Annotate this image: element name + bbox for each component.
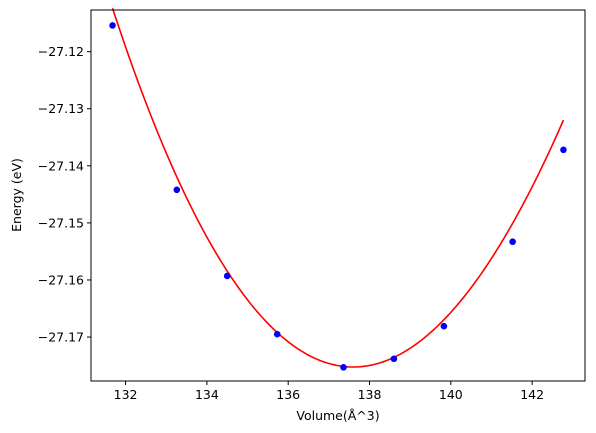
data-point xyxy=(223,272,231,280)
x-tick-label: 140 xyxy=(439,387,463,402)
y-tick-label: −27.12 xyxy=(38,44,84,59)
x-tick-label: 142 xyxy=(520,387,544,402)
plot-area xyxy=(109,8,567,371)
data-point xyxy=(509,238,516,246)
y-tick-label: −27.13 xyxy=(38,101,84,116)
x-tick-label: 138 xyxy=(358,387,382,402)
data-point xyxy=(440,322,448,330)
data-point xyxy=(390,355,398,363)
y-axis-label: Energy (eV) xyxy=(9,158,24,232)
y-tick-label: −27.17 xyxy=(38,330,84,345)
plot-frame xyxy=(90,9,586,382)
y-tick-label: −27.16 xyxy=(38,272,84,287)
data-point xyxy=(340,364,347,371)
data-point xyxy=(109,22,116,29)
x-tick-label: 132 xyxy=(114,387,138,402)
y-tick-label: −27.14 xyxy=(38,158,84,173)
fit-curve-line xyxy=(111,8,565,368)
x-axis-label: Volume(Å^3) xyxy=(296,408,379,423)
data-point xyxy=(173,186,181,194)
axis-ticks: 132 134 136 138 140 142 −27.17 −27.16 −27.15 −27.… xyxy=(38,44,544,402)
x-tick-label: 134 xyxy=(195,387,219,402)
data-point xyxy=(273,330,281,338)
data-point xyxy=(560,146,567,154)
y-tick-label: −27.15 xyxy=(38,215,84,230)
x-tick-label: 136 xyxy=(276,387,300,402)
